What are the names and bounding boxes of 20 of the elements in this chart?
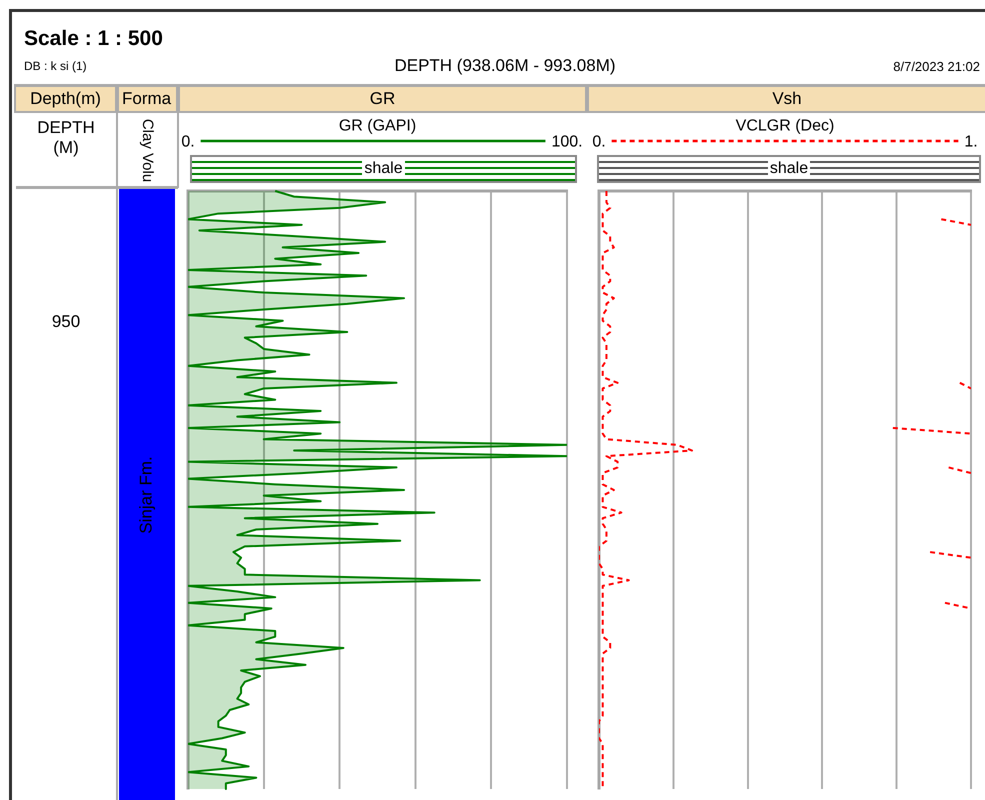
x-tick-label: 100.	[551, 133, 583, 150]
text: Clay Volu	[140, 118, 156, 182]
text: GR (GAPI)	[338, 117, 416, 134]
x-tick-label: 0.	[181, 133, 195, 150]
chart-title: Scale : 1 : 500	[24, 26, 163, 52]
text: 8/7/2023 21:02	[892, 58, 980, 76]
text: DB : k si (1)	[24, 58, 87, 75]
chart-subtitle: DEPTH (938.06M - 993.08M)	[393, 55, 617, 77]
text: Depth(m)	[14, 85, 117, 113]
shale-pattern-swatch: shale	[597, 155, 981, 183]
formation-column: Sinjar Fm.	[119, 189, 175, 800]
text: Forma	[117, 85, 178, 113]
x-tick-label: 0.	[592, 133, 606, 150]
text: 950	[50, 311, 82, 333]
text: GR	[178, 85, 587, 113]
text: VCLGR (Dec)	[736, 117, 834, 134]
x-tick-label: 1.	[964, 133, 978, 150]
chart-title: Vsh	[587, 85, 985, 113]
y-axis-title: DEPTH (M)	[36, 118, 96, 158]
shale-pattern-swatch: shale	[190, 155, 577, 183]
